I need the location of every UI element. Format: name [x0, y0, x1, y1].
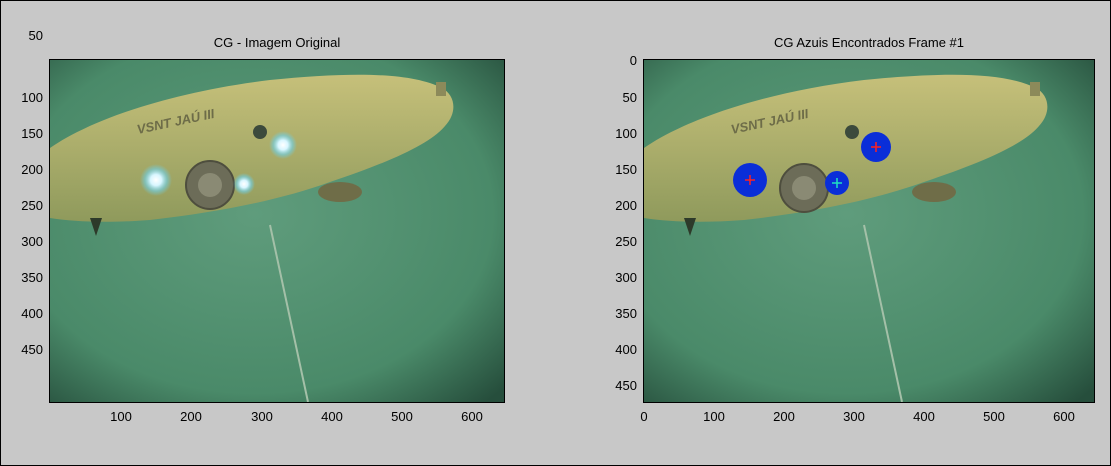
- left-axes: VSNT JAÚ III: [49, 59, 505, 403]
- left-ytick: 250: [21, 198, 43, 213]
- left-plot-title: CG - Imagem Original: [213, 35, 341, 50]
- right-ytick: 50: [622, 90, 637, 105]
- detected-blob-2: [861, 132, 891, 162]
- left-ytick: 350: [21, 270, 43, 285]
- right-processed-image: VSNT JAÚ III: [644, 60, 1094, 402]
- left-ytick: 150: [21, 126, 43, 141]
- right-xtick: 600: [1053, 409, 1075, 424]
- left-xtick: 100: [110, 409, 132, 424]
- right-ytick: 300: [615, 270, 637, 285]
- right-ytick: 250: [615, 234, 637, 249]
- detected-blob-1: [733, 163, 767, 197]
- left-xtick: 500: [391, 409, 413, 424]
- right-ytick: 150: [615, 162, 637, 177]
- right-axes: VSNT JAÚ III: [643, 59, 1095, 403]
- detected-blob-3: [825, 171, 849, 195]
- right-xtick: 100: [703, 409, 725, 424]
- left-ytick: 200: [21, 162, 43, 177]
- right-xtick: 0: [640, 409, 648, 424]
- left-ytick: 450: [21, 342, 43, 357]
- right-ytick: 200: [615, 198, 637, 213]
- right-ytick: 0: [629, 53, 637, 68]
- right-xtick: 500: [983, 409, 1005, 424]
- left-xtick: 600: [461, 409, 483, 424]
- left-xtick: 400: [321, 409, 343, 424]
- left-ytick: 50: [28, 28, 43, 43]
- right-xtick: 400: [913, 409, 935, 424]
- left-ytick: 100: [21, 90, 43, 105]
- left-ytick: 300: [21, 234, 43, 249]
- right-plot-title: CG Azuis Encontrados Frame #1: [773, 35, 965, 50]
- right-ytick: 400: [615, 342, 637, 357]
- left-underwater-image: VSNT JAÚ III: [50, 60, 504, 402]
- left-xtick: 300: [251, 409, 273, 424]
- right-ytick: 100: [615, 126, 637, 141]
- left-xtick: 200: [180, 409, 202, 424]
- right-xtick: 300: [843, 409, 865, 424]
- right-xtick: 200: [773, 409, 795, 424]
- right-ytick: 350: [615, 306, 637, 321]
- right-ytick: 450: [615, 378, 637, 393]
- left-ytick: 400: [21, 306, 43, 321]
